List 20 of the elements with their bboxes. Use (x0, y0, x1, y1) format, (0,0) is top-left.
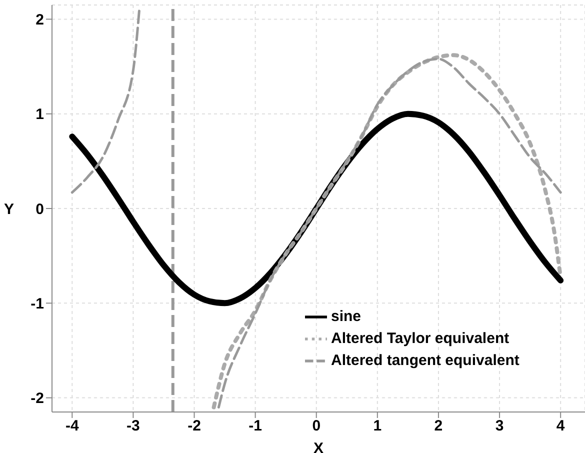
x-tick-label: 1 (373, 418, 382, 435)
legend-label: Altered Taylor equivalent (331, 330, 510, 347)
x-tick-label: 2 (434, 418, 443, 435)
legend-label: sine (331, 308, 362, 325)
y-tick-label: 1 (36, 106, 44, 124)
x-tick-label: 4 (556, 418, 566, 435)
line-series (212, 53, 563, 410)
x-tick-label: 0 (312, 418, 321, 435)
x-tick-label: -4 (65, 418, 80, 435)
y-tick-label: -2 (30, 390, 44, 408)
x-axis-title: X (313, 440, 324, 453)
y-tick-label: -1 (30, 295, 44, 312)
x-tick-label: -1 (248, 418, 262, 435)
x-tick-label: -3 (126, 418, 140, 435)
y-tick-label: 0 (36, 200, 44, 218)
legend-label: Altered tangent equivalent (331, 352, 520, 369)
y-axis-title: Y (4, 200, 14, 218)
x-tick-label: 3 (495, 418, 504, 435)
y-tick-label: 2 (36, 12, 44, 29)
x-tick-label: -2 (188, 418, 201, 435)
